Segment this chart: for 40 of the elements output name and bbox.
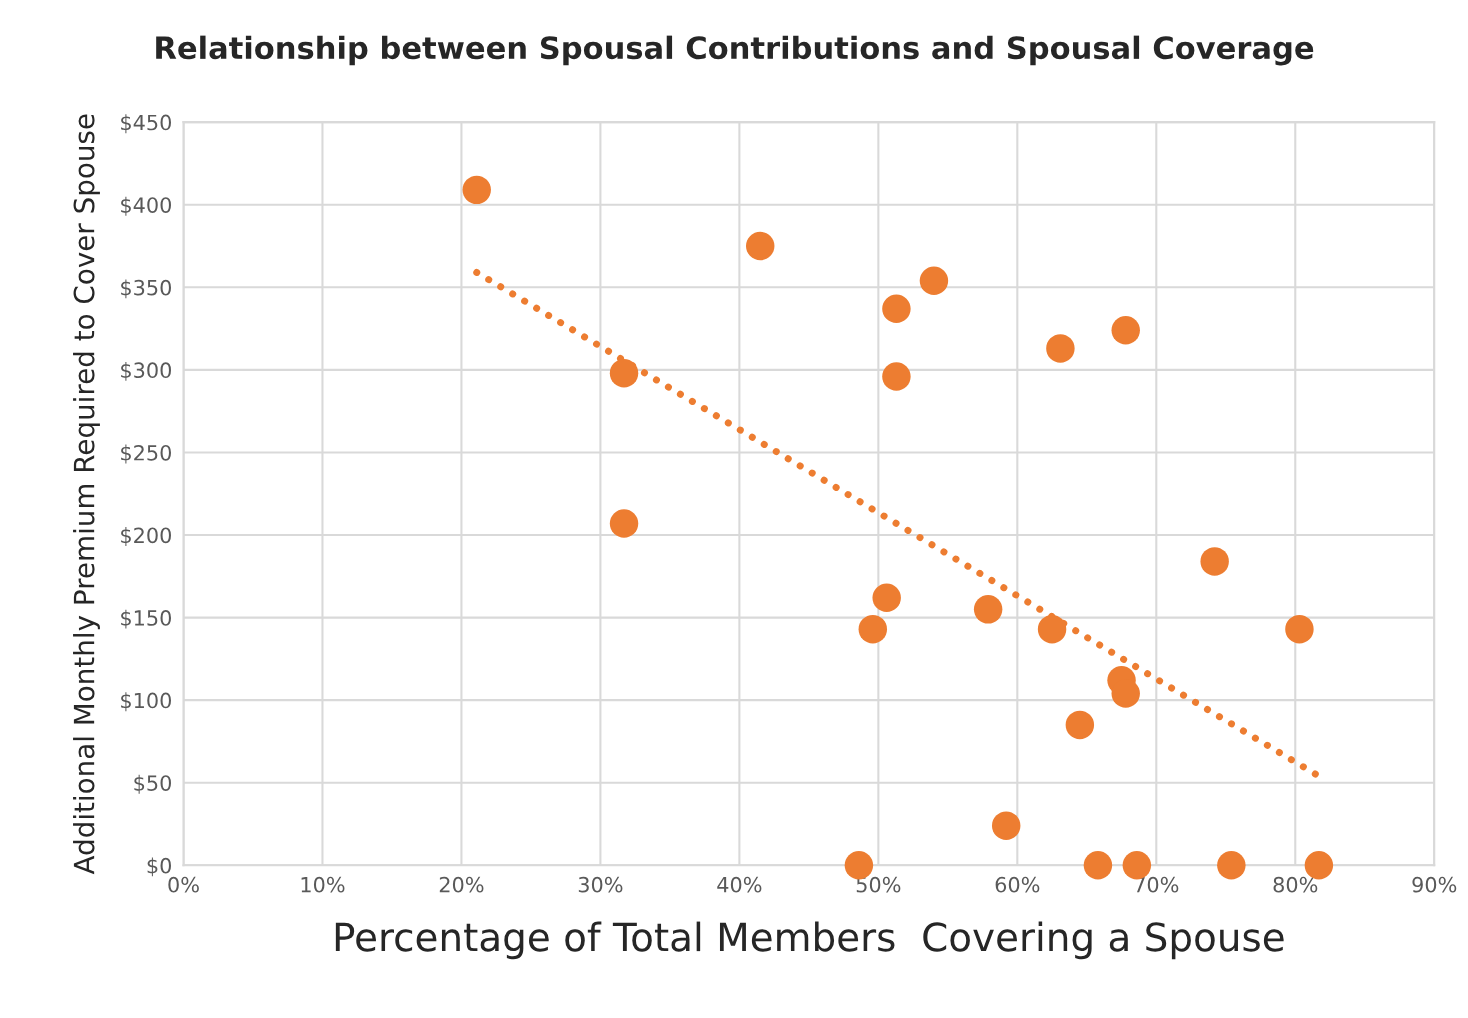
point [919,266,949,295]
point [858,614,888,644]
x-tick-label: 40% [717,876,762,893]
y-tick-label: $150 [121,609,171,629]
x-tick-label: 0% [168,876,199,893]
y-tick-label: $50 [134,774,171,794]
point [1111,316,1140,345]
x-tick-label: 20% [439,876,484,893]
point [609,509,639,538]
point [462,175,491,205]
point [991,811,1021,840]
point [882,294,911,323]
y-tick-label: $200 [121,527,171,546]
point [882,362,911,391]
point [1200,547,1229,576]
point [872,583,901,612]
y-tick-label: $450 [121,114,171,134]
y-axis-title: Additional Monthly Premium Required to Cover Spouse [73,114,100,875]
point [973,595,1003,624]
point [1046,334,1075,363]
y-tick-label: $350 [121,279,171,299]
x-axis-title: Percentage of Total Members Covering a Spouse [335,921,1284,960]
x-tick-label: 30% [578,876,623,893]
x-tick-label: 90% [1412,876,1457,893]
point [609,358,639,388]
chart-title: Relationship between Spousal Contributions and Spousal Coverage [156,35,1314,66]
point [1083,851,1113,880]
point [1217,851,1246,880]
y-tick-label: $300 [121,361,171,381]
point [746,231,775,261]
point [1285,614,1314,644]
x-tick-label: 80% [1273,876,1318,893]
point [1037,614,1067,644]
y-tick-label: $100 [121,692,171,712]
x-tick-label: 60% [995,876,1040,893]
y-tick-label: $400 [121,196,171,216]
x-tick-label: 10% [301,876,345,893]
y-tick-label: $0 [147,857,172,877]
point [1065,710,1095,740]
y-tick-label: $250 [121,444,171,464]
